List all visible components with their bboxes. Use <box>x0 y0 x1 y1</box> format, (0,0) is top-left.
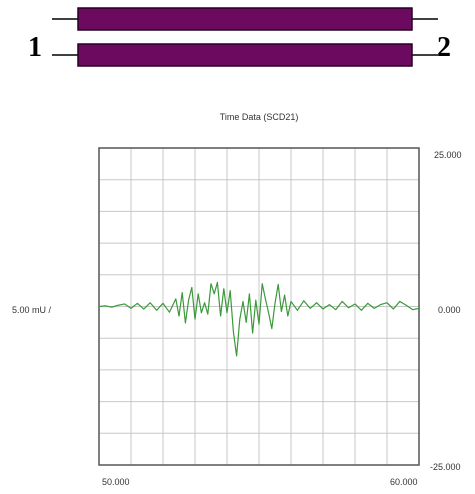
coupled-lines: 1 2 <box>28 7 451 67</box>
y-axis-scale-label: 5.00 mU / <box>12 305 52 315</box>
port-label-2: 2 <box>437 32 451 63</box>
series-line <box>98 281 420 357</box>
transmission-line-bottom <box>77 43 413 67</box>
right-tick-label-top: 25.000 <box>434 150 462 160</box>
right-tick-label-mid: 0.000 <box>438 305 461 315</box>
time-data-plot: Time Data (SCD21) 5.00 mU / 25.000 0.000… <box>12 112 462 487</box>
transmission-line-top <box>77 7 413 31</box>
x-tick-label-end: 60.000 <box>390 477 418 487</box>
plot-grid <box>99 148 419 465</box>
port-label-1: 1 <box>28 32 42 63</box>
x-tick-label-start: 50.000 <box>102 477 130 487</box>
chart-title: Time Data (SCD21) <box>220 112 299 122</box>
right-tick-label-bottom: -25.000 <box>430 462 461 472</box>
